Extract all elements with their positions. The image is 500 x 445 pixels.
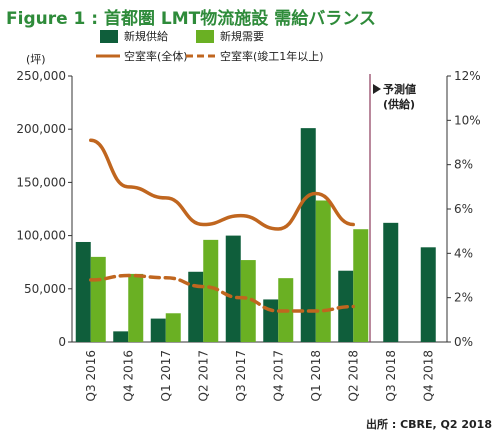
bar-supply <box>383 222 399 342</box>
vacancy-line-overall <box>89 138 355 231</box>
bar-supply <box>75 241 91 342</box>
x-tick-label: Q4 2016 <box>121 350 135 401</box>
bar-demand <box>165 313 181 342</box>
forecast-arrow <box>373 84 381 94</box>
bar-demand <box>240 260 256 342</box>
bar-demand <box>315 200 331 342</box>
legend-swatch <box>196 30 214 43</box>
left-axis-unit: (坪) <box>26 53 46 66</box>
bar-supply <box>188 271 204 342</box>
bar-supply <box>420 247 436 342</box>
left-tick-label: 100,000 <box>16 229 66 243</box>
right-tick-label: 6% <box>454 202 473 216</box>
right-tick-label: 2% <box>454 291 473 305</box>
bar-supply <box>113 331 129 342</box>
left-tick-label: 250,000 <box>16 69 66 83</box>
right-tick-label: 0% <box>454 335 473 349</box>
legend-label: 空室率(全体) <box>124 49 188 63</box>
bar-supply <box>225 235 241 342</box>
right-tick-label: 12% <box>454 69 481 83</box>
bar-supply <box>263 299 279 342</box>
left-tick-label: 50,000 <box>24 282 66 296</box>
left-tick-label: 200,000 <box>16 122 66 136</box>
x-tick-label: Q2 2017 <box>196 350 210 401</box>
chart-title: Figure 1 : 首都圏 LMT物流施設 需給バランス <box>6 8 376 29</box>
forecast-label-line2: (供給) <box>383 97 415 111</box>
forecast-label-line1: 予測値 <box>383 82 416 96</box>
right-tick-label: 8% <box>454 158 473 172</box>
bar-demand <box>203 239 219 342</box>
x-tick-label: Q3 2018 <box>384 350 398 401</box>
bar-demand <box>90 256 106 342</box>
right-tick-label: 4% <box>454 246 473 260</box>
x-tick-label: Q4 2018 <box>421 350 435 401</box>
vacancy-line-1yr <box>89 273 355 313</box>
left-tick-label: 0 <box>58 335 66 349</box>
x-tick-label: Q2 2018 <box>346 350 360 401</box>
x-tick-label: Q4 2017 <box>271 350 285 401</box>
legend-label: 空室率(竣工1年以上) <box>220 49 324 63</box>
left-tick-label: 150,000 <box>16 175 66 189</box>
bar-supply <box>150 318 166 342</box>
x-tick-label: Q1 2017 <box>159 350 173 401</box>
bar-demand <box>128 273 144 342</box>
x-tick-label: Q1 2018 <box>309 350 323 401</box>
source-note: 出所 : CBRE, Q2 2018 <box>366 417 492 431</box>
bar-demand <box>353 229 369 342</box>
bar-supply <box>300 128 316 342</box>
right-tick-label: 10% <box>454 113 481 127</box>
legend-label: 新規供給 <box>124 29 168 43</box>
x-tick-label: Q3 2017 <box>234 350 248 401</box>
legend-label: 新規需要 <box>220 29 264 43</box>
x-tick-label: Q3 2016 <box>84 350 98 401</box>
legend-swatch <box>100 30 118 43</box>
